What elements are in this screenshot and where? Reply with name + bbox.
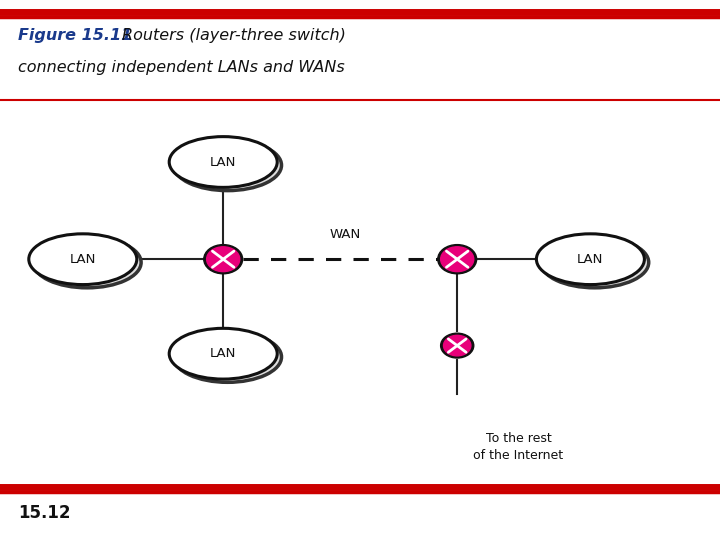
Ellipse shape xyxy=(174,332,282,382)
Ellipse shape xyxy=(33,237,141,288)
Circle shape xyxy=(444,335,471,356)
Text: LAN: LAN xyxy=(210,156,236,168)
Circle shape xyxy=(441,333,474,358)
Text: LAN: LAN xyxy=(70,253,96,266)
Text: To the rest
of the Internet: To the rest of the Internet xyxy=(473,432,564,462)
Ellipse shape xyxy=(174,140,282,191)
Circle shape xyxy=(204,245,243,274)
Ellipse shape xyxy=(169,137,277,187)
Text: Routers (layer-three switch): Routers (layer-three switch) xyxy=(122,28,346,43)
Ellipse shape xyxy=(169,328,277,379)
Text: 15.12: 15.12 xyxy=(18,504,71,522)
Text: Figure 15.11: Figure 15.11 xyxy=(18,28,132,43)
Circle shape xyxy=(441,247,474,272)
Text: WAN: WAN xyxy=(330,228,361,241)
Circle shape xyxy=(207,247,240,272)
Circle shape xyxy=(438,245,477,274)
Text: LAN: LAN xyxy=(210,347,236,360)
Text: LAN: LAN xyxy=(577,253,603,266)
Ellipse shape xyxy=(541,237,649,288)
Ellipse shape xyxy=(29,234,137,285)
Text: connecting independent LANs and WANs: connecting independent LANs and WANs xyxy=(18,60,345,75)
Ellipse shape xyxy=(536,234,644,285)
